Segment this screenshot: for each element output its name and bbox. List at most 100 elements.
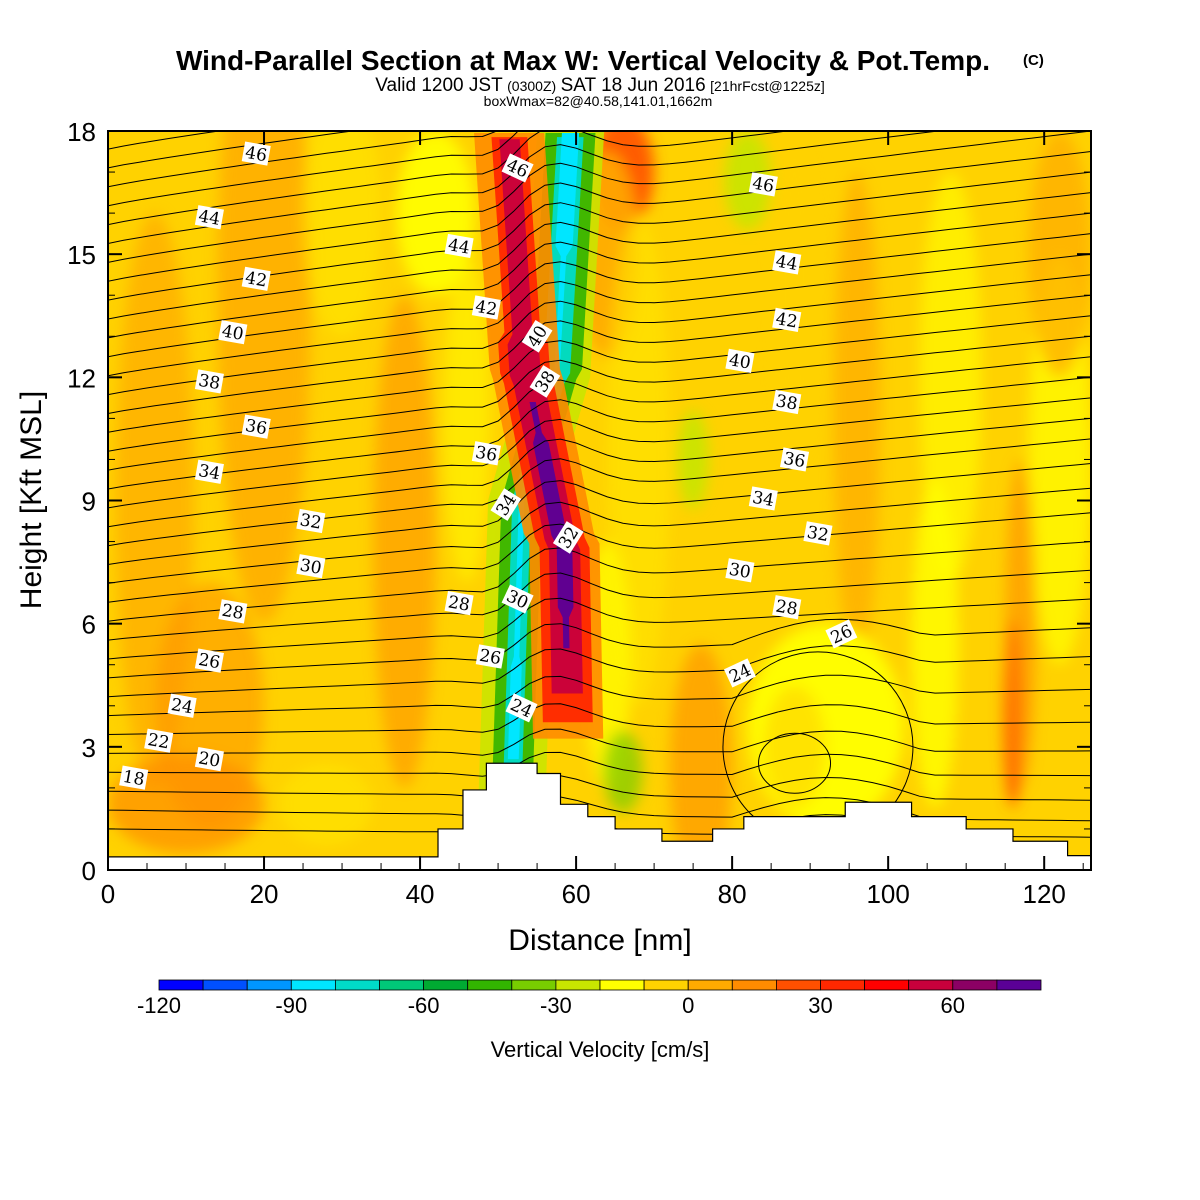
contour-label-text: 32 xyxy=(298,510,323,533)
colorbar-tick-label: -120 xyxy=(137,993,181,1018)
title-mark: (C) xyxy=(1023,52,1044,69)
colorbar-swatch xyxy=(423,979,469,991)
colorbar-swatch xyxy=(996,979,1042,991)
x-tick-label: 80 xyxy=(718,879,747,909)
y-tick-label: 9 xyxy=(82,487,96,517)
contour-label-text: 46 xyxy=(244,143,269,166)
contour-label: 36 xyxy=(471,441,501,466)
contour-label-text: 36 xyxy=(782,449,807,472)
contour-label: 30 xyxy=(725,558,755,583)
colorbar-swatch xyxy=(864,979,910,991)
contour-label: 22 xyxy=(144,728,174,753)
contour-label-text: 44 xyxy=(447,235,472,258)
colorbar-tick-label: 30 xyxy=(808,993,832,1018)
colorbar-swatch xyxy=(511,979,557,991)
contour-label-text: 40 xyxy=(220,321,245,344)
x-tick-label: 0 xyxy=(101,879,115,909)
colorbar-swatch xyxy=(202,979,248,991)
contour-label: 38 xyxy=(772,389,802,415)
contour-label: 44 xyxy=(772,250,802,275)
y-tick-label: 6 xyxy=(82,610,96,640)
contour-label-text: 36 xyxy=(474,443,499,466)
contour-label: 30 xyxy=(296,554,326,579)
contour-label: 24 xyxy=(167,693,197,718)
colorbar: -120 -90 -60 -30 0 30 60 xyxy=(137,979,1042,1018)
contour-label-text: 28 xyxy=(447,592,472,615)
contour-label-text: 36 xyxy=(244,416,269,439)
y-tick-label: 18 xyxy=(67,117,96,147)
colorbar-swatch xyxy=(908,979,954,991)
potential-temperature-contours xyxy=(108,131,1091,843)
y-tick-label: 12 xyxy=(67,363,96,393)
contour-label-text: 30 xyxy=(298,555,323,578)
x-tick-label: 60 xyxy=(562,879,591,909)
colorbar-swatch xyxy=(643,979,689,991)
contour-label-text: 42 xyxy=(774,309,799,332)
y-tick-label: 3 xyxy=(82,733,96,763)
contour-label: 46 xyxy=(748,172,778,197)
contour-label: 34 xyxy=(748,486,778,511)
x-tick-label: 100 xyxy=(866,879,909,909)
contour-label-text: 18 xyxy=(121,767,146,790)
contour-label-text: 28 xyxy=(220,601,245,624)
contour-label: 42 xyxy=(241,266,271,292)
contour-label: 34 xyxy=(194,459,224,484)
colorbar-tick-label: -60 xyxy=(408,993,440,1018)
colorbar-swatch xyxy=(731,979,777,991)
contour-label-text: 20 xyxy=(197,748,222,771)
colorbar-swatch xyxy=(776,979,821,991)
contour-label: 18 xyxy=(119,765,149,790)
x-axis-title: Distance [nm] xyxy=(508,924,691,957)
contour-label-text: 22 xyxy=(146,730,171,753)
contour-label-text: 42 xyxy=(244,268,269,291)
contour-label: 32 xyxy=(803,521,833,546)
contour-label-text: 32 xyxy=(805,523,830,546)
contour-label: 26 xyxy=(194,648,224,673)
contour-label: 46 xyxy=(241,141,271,166)
colorbar-swatch xyxy=(246,979,292,991)
colorbar-tick-label: -90 xyxy=(275,993,307,1018)
contour-label: 38 xyxy=(194,369,224,394)
contour-label: 40 xyxy=(725,348,755,374)
colorbar-tick-label: 60 xyxy=(941,993,965,1018)
contour-label-text: 28 xyxy=(774,597,799,620)
contour-label-text: 46 xyxy=(751,174,776,197)
velocity-field xyxy=(108,131,1091,870)
colorbar-swatch xyxy=(467,979,513,991)
contour-label: 26 xyxy=(825,619,858,649)
contour-label-text: 42 xyxy=(474,297,499,320)
y-tick-label: 0 xyxy=(82,856,96,886)
contour-label-text: 40 xyxy=(727,350,752,373)
colorbar-swatch xyxy=(158,979,204,991)
contour-label: 42 xyxy=(471,295,501,320)
contour-label-text: 26 xyxy=(197,650,222,673)
contour-label: 42 xyxy=(772,307,802,333)
contour-label-text: 44 xyxy=(774,252,799,275)
x-tick-label: 40 xyxy=(406,879,435,909)
contour-label-text: 34 xyxy=(197,461,222,484)
contour-label: 40 xyxy=(218,320,248,345)
boxwmax-note: boxWmax=82@40.58,141.01,1662m xyxy=(484,93,713,109)
contour-label: 24 xyxy=(505,693,538,723)
colorbar-swatch xyxy=(555,979,601,991)
colorbar-swatch xyxy=(334,979,380,991)
contour-label: 44 xyxy=(194,205,224,230)
contour-label: 28 xyxy=(218,599,248,624)
x-tick-label: 120 xyxy=(1022,879,1065,909)
contour-label-text: 30 xyxy=(727,560,752,583)
colorbar-tick-label: -30 xyxy=(540,993,572,1018)
contour-label: 28 xyxy=(772,595,802,620)
contour-label-text: 26 xyxy=(478,646,503,669)
colorbar-swatch xyxy=(952,979,998,991)
contour-label: 28 xyxy=(444,591,474,616)
colorbar-swatch xyxy=(290,979,336,991)
colorbar-swatch xyxy=(599,979,645,991)
contour-label-text: 34 xyxy=(751,488,776,511)
y-tick-label: 15 xyxy=(67,240,96,270)
chart-subtitle: Valid 1200 JST (0300Z) SAT 18 Jun 2016 [… xyxy=(375,75,825,96)
chart-title: Wind-Parallel Section at Max W: Vertical… xyxy=(176,45,990,76)
contour-label: 20 xyxy=(194,747,224,772)
contour-label-text: 24 xyxy=(170,695,195,718)
contour-label-text: 38 xyxy=(197,371,222,394)
